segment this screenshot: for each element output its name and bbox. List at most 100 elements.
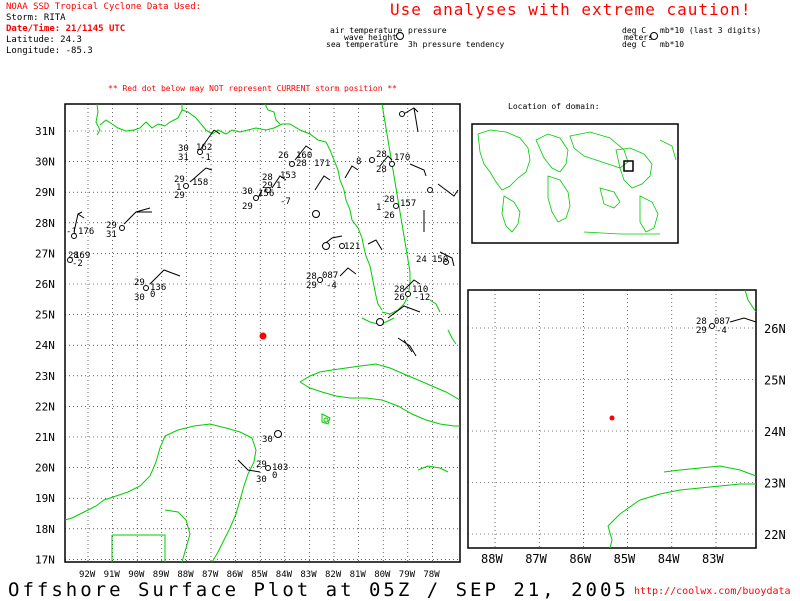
- station-label: 30: [178, 144, 189, 154]
- lat-tick-label: 20N: [35, 462, 55, 475]
- lon-tick-label: 90W: [128, 570, 145, 580]
- legend-pressure: pressure: [408, 26, 447, 35]
- station-label: 26: [394, 293, 405, 303]
- station-label: 29: [306, 281, 317, 291]
- station-label: 176: [78, 227, 94, 237]
- station-label: -1: [66, 227, 77, 237]
- station-label: 29: [262, 181, 273, 191]
- zoom-map-lon-labels: 88W 87W 86W 85W 84W 83W: [481, 552, 724, 566]
- station-label: -4: [716, 326, 727, 336]
- station-label: 087: [322, 271, 338, 281]
- red-dot-disclaimer: ** Red dot below may NOT represent CURRE…: [108, 84, 397, 93]
- legend-mb-note: mb*10 (last 3 digits): [660, 26, 762, 35]
- zoom-map-station-circle: [709, 323, 715, 329]
- station-label: -1: [200, 153, 211, 163]
- zoom-map-frame: [467, 289, 757, 549]
- station-label: 28: [262, 173, 273, 183]
- legend-sea-temperature: sea temperature: [326, 40, 399, 49]
- station-label: 29: [242, 202, 253, 212]
- station-label: 136: [150, 283, 166, 293]
- station-label: 28: [696, 317, 707, 327]
- station-label: 156: [258, 189, 274, 199]
- station-label: 28: [376, 165, 387, 175]
- main-map-station-circles: [67, 111, 449, 471]
- zoom-lat-tick-label: 22N: [764, 528, 786, 542]
- station-label: 1: [176, 183, 181, 193]
- zoom-map-station-barb: [729, 317, 757, 323]
- inset-world-coastlines: [477, 129, 677, 235]
- legend-deg-c-sea: deg C: [622, 40, 647, 49]
- station-label: 103: [272, 463, 288, 473]
- lon-tick-label: 82W: [325, 570, 342, 580]
- inset-map-frame: [471, 123, 679, 244]
- station-label: 158: [192, 178, 208, 188]
- zoom-lon-tick-label: 85W: [614, 552, 636, 566]
- station-label: 28: [376, 150, 387, 160]
- source-url-link[interactable]: http://coolwx.com/buoydata: [634, 586, 791, 597]
- inset-domain-marker: [623, 160, 634, 172]
- station-label: 8: [356, 157, 361, 167]
- station-label: 26: [384, 211, 395, 221]
- data-source-label: NOAA SSD Tropical Cyclone Data Used:: [6, 2, 202, 12]
- legend-units-circle-icon: [650, 32, 658, 40]
- station-label: -12: [414, 293, 430, 303]
- lon-tick-label: 86W: [227, 570, 244, 580]
- lon-tick-label: 83W: [300, 570, 317, 580]
- zoom-lon-tick-label: 87W: [525, 552, 547, 566]
- lon-tick-label: 79W: [399, 570, 416, 580]
- zoom-lat-tick-label: 23N: [764, 477, 786, 491]
- station-label: 29: [106, 221, 117, 231]
- inset-title: Location of domain:: [508, 102, 600, 111]
- station-label: 162: [196, 143, 212, 153]
- station-label: -7: [280, 197, 291, 207]
- lat-tick-label: 17N: [35, 553, 55, 566]
- station-label: 30: [134, 293, 145, 303]
- station-label: 171: [314, 159, 330, 169]
- lat-tick-label: 21N: [35, 431, 55, 444]
- station-label: 28: [306, 272, 317, 282]
- station-label: 150: [432, 255, 448, 265]
- storm-position-dot: [259, 332, 267, 340]
- station-label: 31: [106, 230, 117, 240]
- zoom-lat-tick-label: 24N: [764, 425, 786, 439]
- station-label: 170: [394, 153, 410, 163]
- station-label: 28: [296, 159, 307, 169]
- station-label: 29: [696, 326, 707, 336]
- lon-tick-label: 92W: [79, 570, 96, 580]
- main-map-frame: [64, 103, 461, 563]
- station-label: 28: [68, 251, 79, 261]
- station-label: 087: [714, 317, 730, 327]
- lat-tick-label: 23N: [35, 370, 55, 383]
- legend-wave-height: wave height: [344, 33, 397, 42]
- station-label: 29: [256, 460, 267, 470]
- legend-air-temperature: air temperature: [330, 26, 403, 35]
- storm-longitude: Longitude: -85.3: [6, 46, 93, 56]
- legend-mb10: mb*10: [660, 40, 685, 49]
- station-label: 157: [400, 199, 416, 209]
- legend-pressure-tendency: 3h pressure tendency: [408, 40, 505, 49]
- caution-warning: Use analyses with extreme caution!: [390, 0, 752, 19]
- storm-datetime: Date/Time: 21/1145 UTC: [6, 24, 126, 34]
- main-map-lat-labels: 31N 30N 29N 28N 27N 26N 25N 24N 23N 22N 21N 20N 19N 1…: [35, 125, 55, 566]
- station-label: 29: [134, 278, 145, 288]
- plot-title: Offshore Surface Plot at 05Z / SEP 21, 2…: [8, 579, 629, 601]
- zoom-lon-tick-label: 84W: [658, 552, 680, 566]
- lat-tick-label: 28N: [35, 217, 55, 230]
- lat-tick-label: 26N: [35, 278, 55, 291]
- storm-name: Storm: RITA: [6, 13, 66, 23]
- station-label: 1: [276, 181, 281, 191]
- lat-tick-label: 19N: [35, 492, 55, 505]
- zoom-lon-tick-label: 83W: [702, 552, 724, 566]
- lat-tick-label: 22N: [35, 400, 55, 413]
- legend-meters: meters: [624, 33, 653, 42]
- lat-tick-label: 25N: [35, 309, 55, 322]
- main-map-lon-labels: 92W 91W 90W 89W 88W 87W 86W 85W 84W 83W 82W 81W 80W 7…: [79, 570, 440, 580]
- lat-tick-label: 24N: [35, 339, 55, 352]
- station-label: 160: [296, 151, 312, 161]
- station-label: 28: [384, 195, 395, 205]
- station-label: 0: [272, 471, 277, 481]
- legend-deg-c-air: deg C: [622, 26, 647, 35]
- lat-tick-label: 30N: [35, 156, 55, 169]
- zoom-lon-tick-label: 88W: [481, 552, 503, 566]
